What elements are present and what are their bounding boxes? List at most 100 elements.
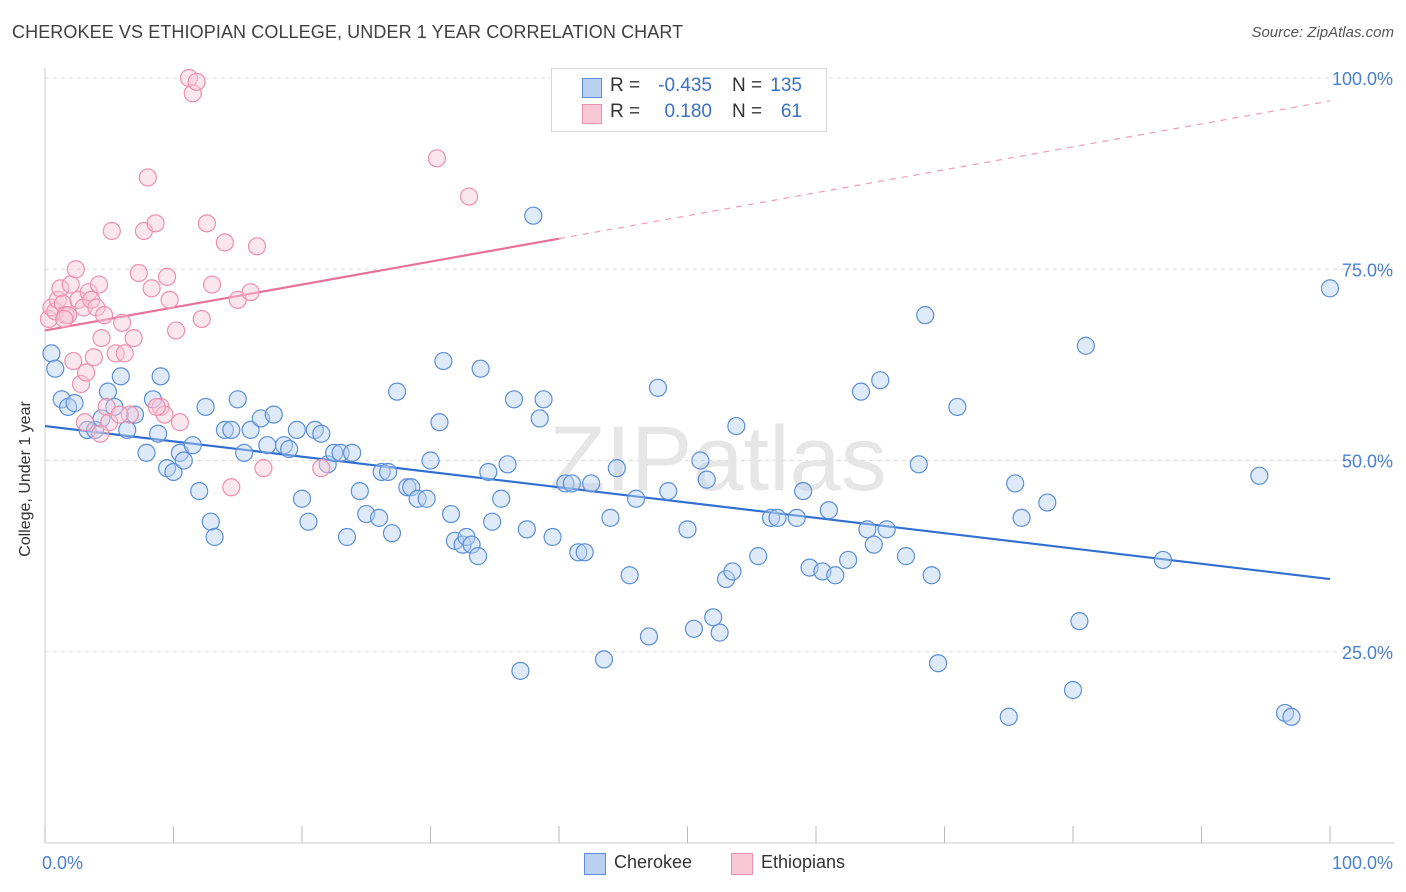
cherokee-point (1012, 508, 1031, 527)
cherokee-point (372, 462, 391, 482)
ethiopians-point (254, 459, 273, 478)
tick-labels: 25.0% 50.0% 75.0% 100.0% 0.0% 100.0% (42, 69, 1393, 873)
ethiopians-point (247, 237, 267, 256)
ethiopians-point (155, 405, 174, 424)
ethiopians-point (51, 279, 70, 298)
ethiopians-swatch (582, 104, 602, 124)
cherokee-point (864, 535, 883, 554)
cherokee-point (235, 443, 254, 462)
ethiopians-point (120, 405, 139, 424)
correlation-legend: R = -0.435 N = 135 R = 0.180 N = 61 (551, 68, 827, 132)
cherokee-point (441, 504, 461, 524)
trend-lines (44, 100, 1331, 581)
cherokee-point (164, 462, 183, 482)
ethiopians-point (170, 413, 190, 432)
cherokee-point (492, 489, 511, 508)
cherokee-point (1006, 474, 1025, 493)
cherokee-point (704, 608, 723, 627)
cherokee-point (839, 550, 858, 570)
cherokee-point (1320, 279, 1340, 298)
r-value: 0.180 (664, 101, 712, 122)
x-tick-label: 100.0% (1332, 853, 1393, 873)
cherokee-point (697, 470, 716, 489)
y-tick-label: 100.0% (1332, 69, 1393, 89)
cherokee-point (639, 627, 659, 646)
cherokee-point (768, 508, 787, 527)
cherokee-point (190, 482, 209, 501)
cherokee-point (575, 543, 594, 562)
cherokee-point (299, 512, 318, 531)
cherokee-point (819, 501, 838, 520)
ethiopians-point (95, 306, 114, 325)
source-label: Source: ZipAtlas.com (1251, 24, 1394, 41)
ethiopians-point (77, 363, 96, 382)
cherokee-point (201, 512, 220, 531)
cherokee-swatch (582, 78, 602, 98)
r-label: R = (610, 101, 641, 122)
cherokee-point (1153, 550, 1173, 570)
watermark: ZIPatlas (549, 408, 886, 510)
cherokee-point (343, 443, 362, 462)
cherokee-point (183, 436, 202, 455)
ethiopians-point (157, 267, 177, 286)
grid-lines (45, 77, 1395, 653)
r-value: -0.435 (658, 75, 712, 96)
cherokee-point (46, 359, 65, 378)
ethiopians-point (192, 309, 211, 329)
cherokee-point (222, 420, 241, 439)
ethiopians-point (124, 329, 143, 348)
ethiopians-point (71, 374, 91, 394)
cherokee-point (601, 508, 620, 527)
y-axis-label: College, Under 1 year (17, 401, 34, 557)
ethiopians-point (160, 290, 179, 309)
cherokee-point (648, 378, 668, 397)
ethiopians-point (427, 149, 447, 168)
cherokee-legend-label: Cherokee (614, 852, 693, 872)
ethiopians-point (75, 413, 94, 432)
cherokee-point (851, 382, 871, 401)
cherokee-point (382, 524, 402, 543)
cherokee-point (871, 371, 890, 390)
cherokee-point (98, 382, 118, 401)
cherokee-point (350, 482, 369, 501)
cherokee-point (909, 455, 928, 474)
cherokee-point (1070, 612, 1089, 631)
cherokee-point (1063, 680, 1083, 700)
ethiopians-point (142, 279, 161, 298)
ethiopians-point (202, 275, 222, 294)
cherokee-point (312, 424, 331, 443)
cherokee-point (337, 527, 357, 547)
ethiopians-point (53, 294, 73, 313)
ethiopians-point (215, 233, 234, 252)
cherokee-point (858, 520, 877, 539)
cherokee-point (524, 206, 543, 225)
n-value: 61 (780, 101, 802, 122)
cherokee-point (215, 420, 234, 439)
cherokee-point (562, 474, 581, 493)
cherokee-point (826, 566, 845, 585)
cherokee-point (582, 474, 601, 493)
cherokee-point (896, 547, 916, 566)
cherokee-point (794, 482, 813, 501)
ethiopians-point (146, 214, 165, 233)
cherokee-point (421, 451, 440, 470)
cherokee-point (626, 489, 646, 508)
cherokee-point (402, 478, 421, 497)
ethiopians-point (187, 72, 206, 91)
n-label: N = (732, 101, 763, 122)
cherokee-point (151, 367, 170, 386)
ethiopians-point (64, 351, 83, 371)
n-value: 135 (770, 75, 802, 96)
n-label: N = (732, 75, 763, 96)
ethiopians-point (61, 275, 80, 294)
ethiopians-point (87, 298, 106, 317)
cherokee-trend-line (44, 424, 1331, 581)
ethiopians-points (39, 68, 479, 497)
cherokee-point (471, 359, 490, 378)
cherokee-point (378, 462, 398, 482)
cherokee-point (325, 443, 344, 462)
cherokee-point (292, 489, 312, 508)
cherokee-point (534, 390, 553, 409)
cherokee-point (417, 489, 436, 508)
cherokee-point (228, 390, 247, 409)
